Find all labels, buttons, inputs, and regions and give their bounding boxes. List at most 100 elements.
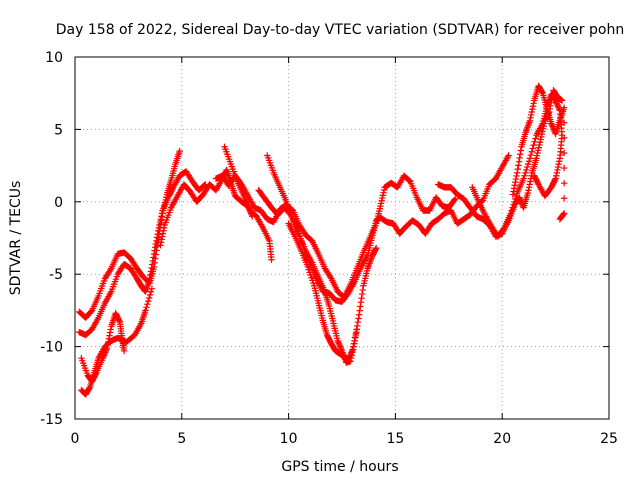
data-point — [153, 237, 160, 244]
data-point — [145, 294, 153, 302]
data-point — [149, 261, 156, 268]
x-tick-label: 20 — [493, 431, 511, 447]
data-point — [147, 268, 155, 275]
x-tick-label: 5 — [177, 431, 186, 447]
data-point — [554, 166, 561, 174]
data-point — [99, 354, 106, 362]
data-point — [557, 215, 564, 222]
data-point — [120, 347, 128, 355]
data-point — [157, 242, 164, 249]
data-point — [507, 210, 514, 217]
data-point — [358, 290, 366, 298]
data-point — [353, 328, 360, 336]
data-point — [525, 158, 533, 165]
data-point — [158, 236, 165, 243]
data-point — [147, 288, 155, 295]
data-point — [452, 195, 459, 203]
data-point — [107, 266, 114, 274]
data-point — [554, 101, 561, 108]
data-point — [349, 346, 356, 353]
data-point — [116, 317, 123, 324]
data-point — [523, 166, 530, 174]
data-point — [525, 187, 532, 194]
data-point — [268, 256, 275, 263]
data-point — [335, 340, 343, 347]
data-point — [158, 210, 166, 217]
chart-title: Day 158 of 2022, Sidereal Day-to-day VTE… — [56, 22, 624, 38]
data-point — [560, 164, 568, 172]
data-point — [555, 160, 562, 168]
data-point — [556, 158, 563, 165]
data-point — [348, 349, 355, 356]
data-point — [148, 285, 156, 292]
data-point — [525, 184, 533, 191]
data-point — [524, 160, 532, 168]
data-point — [143, 304, 150, 311]
data-point — [334, 337, 341, 345]
data-point — [100, 353, 107, 360]
data-point — [354, 318, 362, 326]
data-point — [104, 341, 111, 349]
data-point — [513, 172, 520, 180]
series-6 — [221, 143, 275, 263]
x-tick-label: 0 — [71, 431, 80, 447]
data-point — [100, 352, 108, 359]
data-point — [358, 294, 365, 302]
data-point — [558, 97, 566, 104]
data-point — [555, 104, 562, 111]
data-point — [560, 195, 568, 202]
data-point — [531, 172, 538, 179]
data-point — [86, 384, 93, 392]
data-point — [176, 147, 183, 155]
data-point — [512, 175, 520, 183]
data-point — [355, 315, 362, 322]
data-point — [157, 215, 164, 223]
data-point — [556, 215, 564, 223]
data-point — [106, 329, 114, 336]
data-point — [201, 182, 208, 189]
data-point — [515, 162, 522, 169]
data-point — [520, 175, 527, 182]
data-point — [516, 194, 523, 201]
data-point — [106, 332, 113, 339]
data-point — [510, 201, 517, 208]
data-point — [529, 105, 536, 113]
data-point — [336, 341, 343, 349]
data-point — [553, 98, 560, 106]
data-point — [560, 134, 568, 142]
data-point — [509, 191, 517, 198]
series-12 — [509, 82, 568, 223]
data-point — [552, 97, 559, 104]
data-point — [556, 155, 564, 162]
data-point — [529, 103, 537, 110]
plot-frame — [74, 56, 610, 420]
data-point — [548, 120, 555, 127]
data-point — [357, 299, 365, 306]
data-point — [146, 275, 153, 282]
y-tick-label: 10 — [45, 50, 63, 66]
data-point — [103, 346, 110, 353]
data-point — [160, 224, 168, 232]
x-tick-label: 15 — [386, 431, 404, 447]
x-tick-label: 10 — [280, 431, 298, 447]
data-point — [144, 300, 151, 308]
data-point — [526, 155, 534, 162]
data-point — [531, 173, 539, 181]
data-point — [102, 347, 110, 355]
data-point — [517, 151, 524, 158]
series-3 — [78, 310, 128, 385]
data-point — [513, 169, 521, 177]
data-point — [524, 163, 531, 171]
data-point — [150, 250, 158, 258]
data-point — [159, 230, 167, 237]
series-5 — [212, 172, 459, 301]
data-point — [527, 151, 535, 159]
data-point — [105, 335, 113, 342]
y-tick-label: 0 — [54, 195, 63, 211]
data-point — [527, 114, 534, 122]
data-point — [146, 291, 154, 299]
data-point — [500, 225, 507, 233]
data-marks — [76, 82, 568, 398]
x-axis-label: GPS time / hours — [281, 459, 398, 475]
